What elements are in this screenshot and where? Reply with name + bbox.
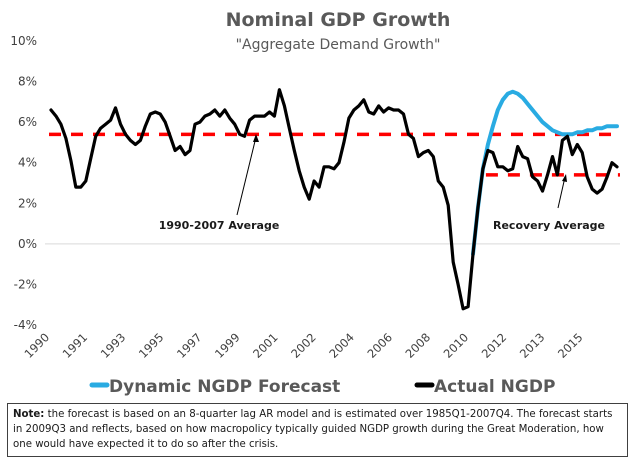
x-tick-label: 1995 [136,330,167,361]
y-tick-label: 8% [18,75,37,89]
note-text: the forecast is based on an 8-quarter la… [13,409,613,450]
x-tick-label: 2012 [479,330,510,361]
note-label: Note: [13,409,45,420]
y-tick-label: 6% [18,115,37,129]
chart-title: Nominal GDP Growth [226,9,451,31]
x-tick-label: 2004 [326,330,357,361]
x-tick-label: 2006 [364,330,395,361]
x-tick-label: 1990 [22,330,53,361]
x-axis: 1990 1991 1993 1995 1997 1999 2001 2002 2004 2006… [22,330,586,361]
annotation-1990-2007-average: 1990-2007 Average [159,219,280,232]
y-tick-label: -2% [14,277,37,291]
x-tick-label: 2015 [555,330,586,361]
x-tick-label: 1991 [60,330,91,361]
series-group [49,88,619,311]
series-line-dynamic-ngdp-forecast [471,89,619,256]
legend: Dynamic NGDP Forecast Actual NGDP [89,377,555,397]
y-tick-label: 2% [18,196,37,210]
legend-label-actual: Actual NGDP [434,377,555,397]
legend-label-forecast: Dynamic NGDP Forecast [109,377,340,397]
chart: Nominal GDP Growth "Aggregate Demand Gro… [10,9,620,397]
annotation-arrow-recovery [557,176,566,209]
annotation-arrowhead-recovery [562,174,567,182]
annotation-arrow-1990-2007 [236,136,257,216]
x-tick-label: 2013 [517,330,548,361]
x-tick-label: 1993 [98,330,129,361]
chart-subtitle: "Aggregate Demand Growth" [236,37,441,53]
y-tick-label: 4% [18,156,37,170]
series-line-actual-ngdp [49,88,619,311]
annotation-recovery-average: Recovery Average [493,219,605,232]
note-box: Note: the forecast is based on an 8-quar… [7,403,628,457]
x-tick-label: 2008 [403,330,434,361]
y-axis: 10% 8% 6% 4% 2% 0% -2% -4% [10,34,37,332]
x-tick-label: 2002 [288,330,319,361]
x-tick-label: 1999 [212,330,243,361]
x-tick-label: 1997 [174,330,205,361]
y-tick-label: 10% [10,34,37,48]
y-tick-label: -4% [14,318,37,332]
x-tick-label: 2001 [250,330,281,361]
y-tick-label: 0% [18,237,37,251]
x-tick-label: 2010 [441,330,472,361]
annotation-arrowhead-1990-2007 [253,134,259,142]
